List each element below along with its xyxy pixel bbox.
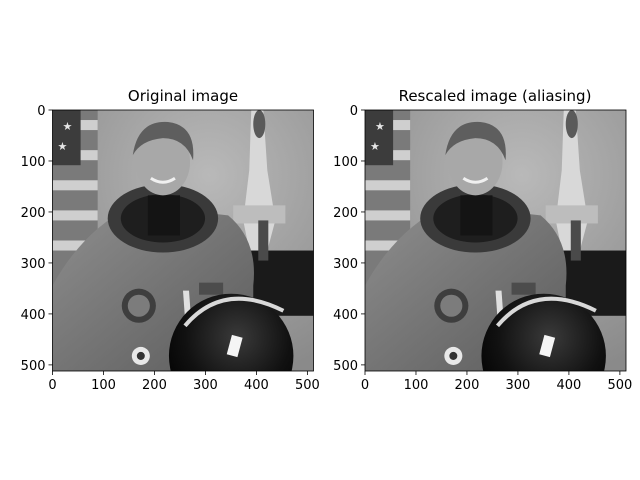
x-tick-label: 100 <box>404 378 429 393</box>
y-tick-label: 200 <box>333 206 358 221</box>
x-tick-label: 200 <box>142 378 167 393</box>
y-tick-label: 0 <box>350 104 358 119</box>
y-tick-label: 0 <box>37 104 45 119</box>
right-title: Rescaled image (aliasing) <box>399 87 592 105</box>
right-panel: Rescaled image (aliasing) 0 100 200 300 400 5… <box>333 87 632 418</box>
left-image <box>53 110 314 418</box>
y-tick-label: 200 <box>21 206 46 221</box>
x-tick-label: 0 <box>361 378 369 393</box>
right-image <box>365 110 626 418</box>
y-tick-label: 100 <box>21 155 46 170</box>
y-tick-label: 500 <box>21 359 46 374</box>
x-tick-label: 400 <box>556 378 581 393</box>
y-tick-label: 400 <box>21 308 46 323</box>
right-axes-frame <box>364 109 627 372</box>
x-tick-label: 0 <box>48 378 56 393</box>
left-title: Original image <box>128 87 238 105</box>
x-tick-label: 400 <box>244 378 269 393</box>
y-tick-label: 100 <box>333 155 358 170</box>
x-tick-label: 500 <box>295 378 320 393</box>
x-tick-label: 300 <box>193 378 218 393</box>
x-tick-label: 300 <box>506 378 531 393</box>
left-panel: Original image 0 100 200 300 400 500010020030… <box>21 87 320 418</box>
y-tick-label: 300 <box>333 257 358 272</box>
left-axes-frame <box>52 109 314 372</box>
y-tick-label: 500 <box>333 359 358 374</box>
y-tick-label: 400 <box>333 308 358 323</box>
x-tick-label: 100 <box>91 378 116 393</box>
x-tick-label: 200 <box>455 378 480 393</box>
x-tick-label: 500 <box>607 378 632 393</box>
y-tick-label: 300 <box>21 257 46 272</box>
